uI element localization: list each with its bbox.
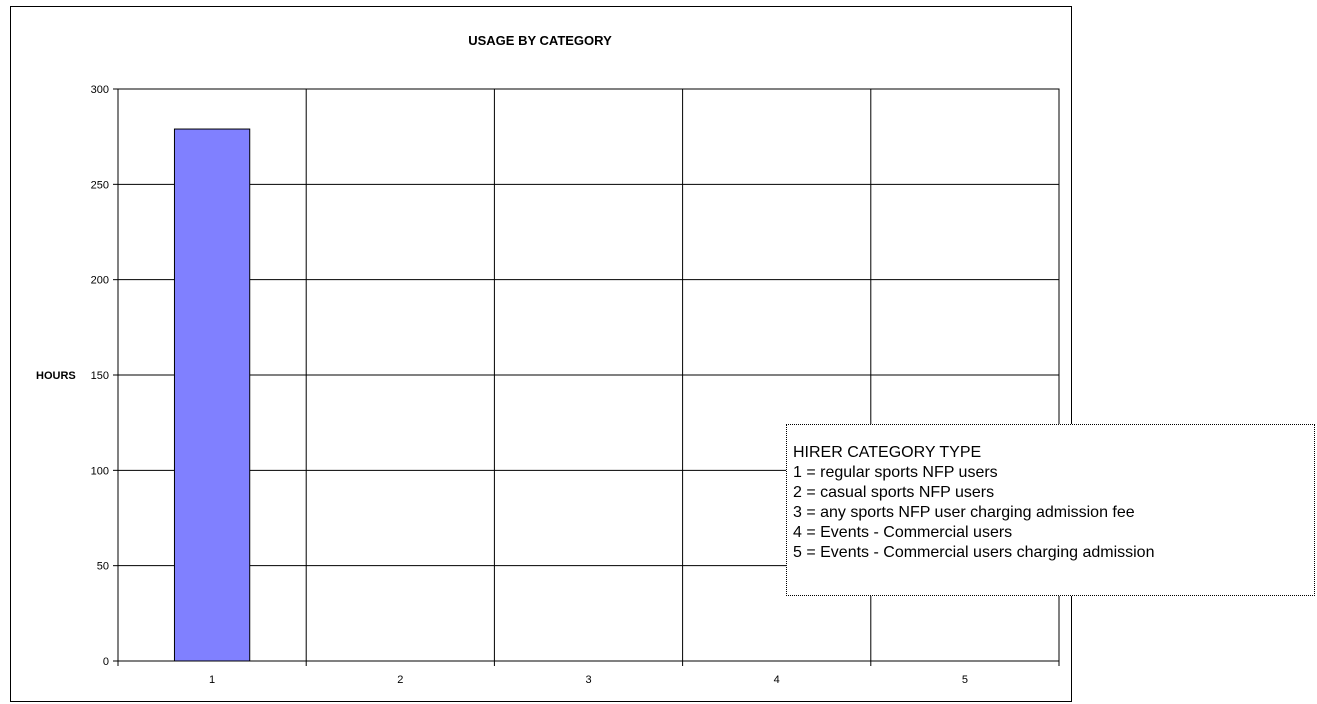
legend-item-3: 3 = any sports NFP user charging admissi… (793, 504, 1135, 521)
legend-item-4: 4 = Events - Commercial users (793, 524, 1013, 541)
y-tick-label: 100 (91, 465, 109, 477)
y-tick-label: 200 (91, 275, 109, 287)
y-tick-label: 150 (91, 370, 109, 382)
chart-title: USAGE BY CATEGORY (468, 33, 612, 48)
x-tick-label: 1 (209, 674, 215, 686)
plot-area: 0 50 100 150 200 250 300 1 2 3 4 5 (91, 84, 1060, 686)
y-tick-label: 50 (97, 561, 109, 573)
x-tick-label: 3 (585, 674, 591, 686)
bar-1 (173, 128, 251, 662)
y-tick-label: 0 (103, 656, 109, 668)
legend-title: HIRER CATEGORY TYPE (793, 444, 982, 461)
y-tick-label: 250 (91, 179, 109, 191)
x-tick-label: 2 (397, 674, 403, 686)
legend-item-2: 2 = casual sports NFP users (793, 484, 995, 501)
y-axis-label: HOURS (36, 370, 76, 382)
legend-item-1: 1 = regular sports NFP users (793, 464, 998, 481)
y-tick-label: 300 (91, 84, 109, 96)
legend-item-5: 5 = Events - Commercial users charging a… (793, 544, 1155, 561)
plot-border (117, 88, 1060, 662)
x-tick-label: 4 (774, 674, 780, 686)
hirer-category-legend: HIRER CATEGORY TYPE 1 = regular sports N… (786, 424, 1315, 596)
x-tick-label: 5 (962, 674, 968, 686)
